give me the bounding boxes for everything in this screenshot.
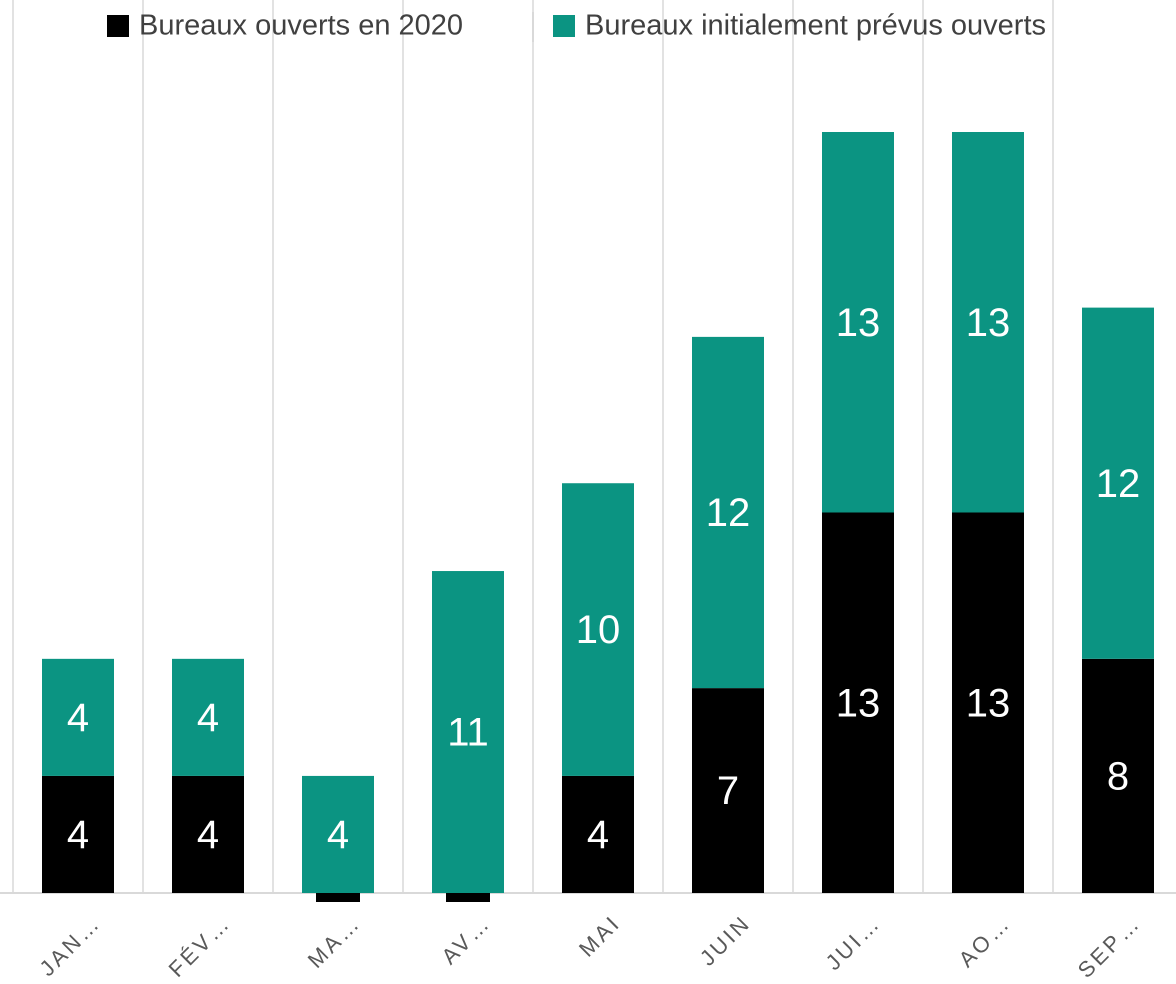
data-label: 13	[836, 681, 881, 725]
legend-label: Bureaux ouverts en 2020	[139, 10, 463, 42]
bar-segment	[1082, 658, 1154, 893]
data-label: 11	[447, 711, 489, 755]
bar-segment	[302, 775, 374, 893]
legend-label: Bureaux initialement prévus ouverts	[585, 10, 1046, 42]
x-tick-label: MA…	[303, 910, 366, 973]
x-tick-label: SEP…	[1073, 910, 1146, 983]
data-label: 4	[67, 813, 89, 857]
legend-swatch	[553, 15, 575, 37]
data-label: 4	[197, 696, 219, 740]
data-label: 12	[706, 491, 751, 535]
bar-segment	[172, 658, 244, 776]
data-label: 13	[836, 301, 881, 345]
data-label: 8	[1107, 754, 1129, 798]
legend-swatch	[107, 15, 129, 37]
bar-segment	[432, 571, 504, 893]
data-label: 4	[67, 696, 89, 740]
data-label: 4	[197, 813, 219, 857]
data-label: 13	[966, 301, 1011, 345]
bar-segment	[692, 688, 764, 893]
bar-segment	[822, 512, 894, 893]
bar-segment	[42, 775, 114, 893]
x-tick-label: FÉV…	[164, 910, 236, 982]
x-tick-label: JUIN	[695, 910, 756, 971]
x-tick-label: JUI…	[821, 910, 886, 975]
bar-segment	[952, 512, 1024, 893]
bar-segment	[692, 336, 764, 689]
x-tick-label: MAI	[574, 910, 626, 962]
data-label: 12	[1096, 462, 1141, 506]
bar-segment	[1082, 307, 1154, 659]
x-tick-label: JAN…	[35, 910, 106, 981]
data-label: 4	[327, 813, 349, 857]
x-tick-label: AV…	[436, 910, 495, 969]
bar-segment	[562, 483, 634, 776]
bar-segment	[172, 775, 244, 893]
data-label: 4	[587, 813, 609, 857]
bar-segment	[42, 658, 114, 776]
data-label: 13	[966, 681, 1011, 725]
data-label: 7	[717, 769, 739, 813]
bar-segment	[952, 132, 1024, 513]
bar-segment	[822, 132, 894, 513]
bar-segment	[562, 775, 634, 893]
data-label: 10	[576, 608, 621, 652]
x-tick-label: AO…	[954, 910, 1016, 972]
